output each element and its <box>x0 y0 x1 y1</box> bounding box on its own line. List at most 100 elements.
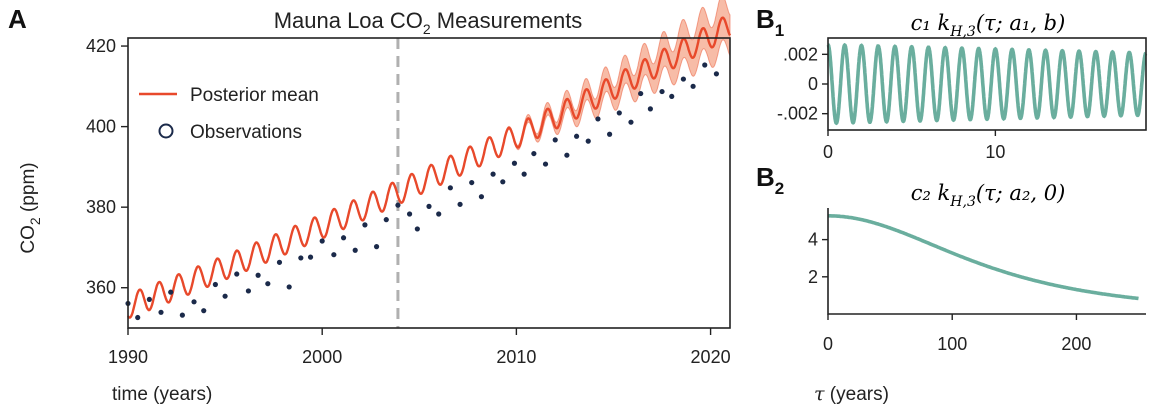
panel-a: A Mauna Loa CO2 Measurements 1990 2000 201… <box>8 0 732 405</box>
observation-point <box>395 202 401 208</box>
panel-a-frame <box>127 37 731 329</box>
observation-point <box>564 152 570 158</box>
y-tick-label: 400 <box>86 117 116 137</box>
posterior-mean-path <box>126 16 732 319</box>
panel-b2-title: c₂ kH,3(τ; a₂, 0) <box>911 181 1066 210</box>
legend-posterior-mean: Posterior mean <box>190 85 319 106</box>
observation-point <box>298 255 304 261</box>
legend-observations: Observations <box>190 122 302 143</box>
observation-point <box>531 150 537 157</box>
panel-a-x-label: time (years) <box>112 384 212 405</box>
observations-points <box>125 62 720 321</box>
observation-point <box>222 293 228 299</box>
observation-point <box>352 247 358 253</box>
observation-point <box>669 93 675 100</box>
panel-b2-letter: B2 <box>756 162 784 198</box>
panel-b2-x-ticks: 0 100 200 <box>823 314 1091 354</box>
panel-b1-y-ticks: .002 0 -.002 <box>777 44 828 124</box>
observation-point <box>201 308 207 314</box>
b1-kernel-path <box>826 42 1148 126</box>
b2-kernel-line <box>828 214 1139 301</box>
observation-point <box>383 217 389 223</box>
panel-b2: B2 c₂ kH,3(τ; a₂, 0) 0 100 200 24 τ (years… <box>756 162 1146 405</box>
observation-point <box>595 116 601 122</box>
observation-point <box>212 281 218 288</box>
observation-point <box>680 76 686 82</box>
observation-point <box>319 238 325 244</box>
panel-b2-x-label: τ (years) <box>814 383 889 405</box>
panel-a-x-ticks: 1990 2000 2010 2020 <box>108 328 731 367</box>
panel-b2-y-ticks: 24 <box>808 230 828 287</box>
observation-point <box>457 201 463 207</box>
x-tick-label: 0 <box>823 142 833 162</box>
panel-a-y-ticks: 360 380 400 420 <box>86 36 128 298</box>
x-tick-label: 0 <box>823 334 833 354</box>
observation-point <box>234 271 240 277</box>
x-tick-label: 2010 <box>496 347 536 367</box>
observation-point <box>638 90 644 97</box>
observation-point <box>245 288 251 294</box>
panel-b1-letter: B1 <box>756 4 784 40</box>
x-tick-label: 200 <box>1061 334 1091 354</box>
observation-point <box>659 88 665 95</box>
observation-point <box>647 106 653 112</box>
panel-a-letter: A <box>8 4 27 34</box>
observation-point <box>414 226 420 232</box>
observation-point <box>168 289 174 295</box>
observation-point <box>616 110 622 116</box>
panel-b1-title: c₁ kH,3(τ; a₁, b) <box>911 11 1066 40</box>
observation-point <box>447 185 453 191</box>
observation-point <box>340 235 347 241</box>
observation-point <box>628 119 634 125</box>
y-tick-label: 420 <box>86 36 116 56</box>
observation-point <box>191 299 197 305</box>
observation-point <box>307 254 314 260</box>
observation-point <box>179 312 185 318</box>
observation-point <box>607 131 613 137</box>
y-tick-label: .002 <box>783 44 818 64</box>
y-tick-label: 380 <box>86 197 116 217</box>
observation-point <box>573 133 580 139</box>
observation-point <box>426 203 432 209</box>
y-tick-label: 360 <box>86 278 116 298</box>
y-tick-label: 0 <box>808 74 818 94</box>
x-tick-label: 2000 <box>302 347 342 367</box>
y-tick-label: -.002 <box>777 104 818 124</box>
x-tick-label: 1990 <box>108 347 148 367</box>
observation-point <box>135 314 141 321</box>
b1-kernel-line <box>826 42 1148 126</box>
observation-point <box>690 83 696 89</box>
observation-point <box>521 171 527 177</box>
observation-point <box>713 71 720 77</box>
observation-point <box>469 179 475 186</box>
observation-point <box>552 137 558 143</box>
observation-point <box>276 259 283 265</box>
observation-point <box>585 138 591 144</box>
observation-point <box>255 272 261 278</box>
observation-point <box>436 211 442 217</box>
observation-point <box>265 281 271 287</box>
observation-point <box>542 161 549 167</box>
x-tick-label: 10 <box>985 142 1005 162</box>
y-tick-label: 4 <box>808 230 818 250</box>
observation-point <box>158 309 164 315</box>
observation-point <box>286 284 292 290</box>
observation-point <box>702 62 708 68</box>
x-tick-label: 100 <box>937 334 967 354</box>
panel-a-y-label: CO2 (ppm) <box>18 162 43 253</box>
y-tick-label: 2 <box>808 267 818 287</box>
observation-point <box>362 222 368 228</box>
observation-point <box>331 252 337 258</box>
observation-point <box>478 194 485 200</box>
panel-b1-x-ticks: 0 10 <box>823 130 1005 162</box>
observation-point <box>511 160 518 166</box>
observation-point <box>146 296 152 303</box>
observation-point <box>373 244 380 250</box>
observation-point <box>500 179 506 185</box>
b2-kernel-path <box>828 214 1139 301</box>
legend-marker-swatch <box>158 123 174 139</box>
posterior-mean-line <box>126 16 732 319</box>
legend: Posterior mean Observations <box>139 85 319 143</box>
